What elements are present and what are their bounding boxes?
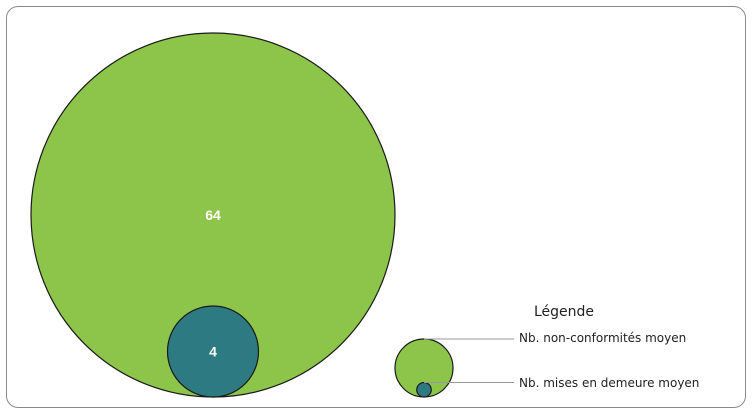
- legend-item-mises-en-demeure: Nb. mises en demeure moyen: [519, 376, 699, 390]
- legend-bubble-mises-en-demeure: [416, 381, 432, 398]
- legend-marks: [394, 338, 514, 398]
- bubbles-group: 64 4: [30, 32, 396, 398]
- legend-title: Légende: [534, 304, 594, 320]
- legend: Légende Nb. non-conformités moyen Nb. mi…: [394, 304, 699, 398]
- legend-item-non-conformites: Nb. non-conformités moyen: [519, 331, 686, 345]
- value-label-non-conformites: 64: [205, 207, 221, 223]
- bubble-mises-en-demeure: [166, 305, 260, 398]
- value-label-mises-en-demeure: 4: [209, 344, 217, 360]
